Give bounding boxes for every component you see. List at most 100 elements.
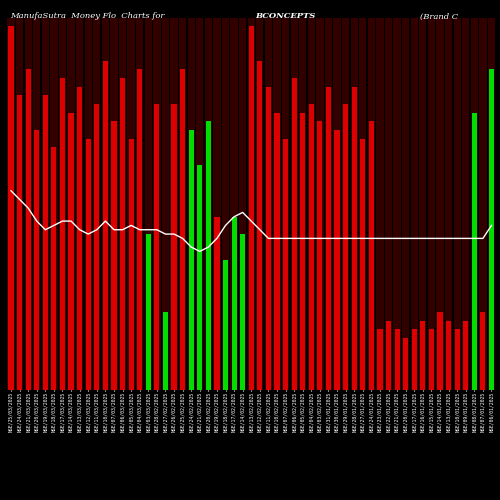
Bar: [180, 70, 185, 390]
Bar: [8, 26, 14, 390]
Bar: [188, 18, 195, 390]
Bar: [428, 18, 435, 390]
Bar: [489, 70, 494, 390]
Bar: [342, 18, 349, 390]
Bar: [410, 18, 418, 390]
Bar: [462, 18, 469, 390]
Bar: [386, 320, 391, 390]
Bar: [50, 18, 58, 390]
Bar: [282, 18, 289, 390]
Bar: [170, 18, 177, 390]
Bar: [110, 18, 117, 390]
Bar: [128, 18, 135, 390]
Bar: [84, 18, 92, 390]
Bar: [480, 18, 486, 390]
Bar: [256, 18, 264, 390]
Bar: [316, 18, 324, 390]
Bar: [454, 18, 461, 390]
Bar: [206, 122, 211, 390]
Bar: [24, 18, 32, 390]
Bar: [163, 312, 168, 390]
Bar: [120, 78, 125, 390]
Bar: [68, 113, 73, 390]
Bar: [429, 330, 434, 390]
Bar: [454, 330, 460, 390]
Bar: [470, 18, 478, 390]
Bar: [239, 18, 246, 390]
Bar: [334, 130, 340, 390]
Bar: [8, 18, 14, 390]
Bar: [283, 139, 288, 390]
Bar: [378, 330, 382, 390]
Bar: [248, 26, 254, 390]
Bar: [136, 18, 143, 390]
Bar: [299, 18, 306, 390]
Bar: [33, 18, 40, 390]
Bar: [144, 18, 152, 390]
Bar: [59, 18, 66, 390]
Text: ManufaSutra  Money Flo  Charts for: ManufaSutra Money Flo Charts for: [10, 12, 164, 20]
Bar: [222, 18, 229, 390]
Bar: [412, 330, 417, 390]
Bar: [102, 18, 109, 390]
Bar: [385, 18, 392, 390]
Bar: [420, 320, 426, 390]
Bar: [376, 18, 384, 390]
Bar: [359, 18, 366, 390]
Bar: [86, 139, 91, 390]
Bar: [17, 96, 22, 390]
Bar: [232, 216, 236, 390]
Bar: [308, 18, 315, 390]
Bar: [128, 139, 134, 390]
Bar: [119, 18, 126, 390]
Bar: [137, 70, 142, 390]
Bar: [480, 312, 486, 390]
Bar: [472, 113, 477, 390]
Bar: [197, 165, 202, 390]
Bar: [436, 18, 444, 390]
Bar: [438, 312, 442, 390]
Text: (Brand C: (Brand C: [420, 12, 458, 20]
Bar: [300, 113, 306, 390]
Bar: [402, 18, 409, 390]
Text: BCONCEPTS: BCONCEPTS: [255, 12, 315, 20]
Bar: [248, 18, 255, 390]
Bar: [445, 18, 452, 390]
Bar: [369, 122, 374, 390]
Bar: [153, 18, 160, 390]
Bar: [52, 148, 57, 390]
Bar: [266, 87, 271, 390]
Bar: [403, 338, 408, 390]
Bar: [350, 18, 358, 390]
Bar: [77, 87, 82, 390]
Bar: [223, 260, 228, 390]
Bar: [265, 18, 272, 390]
Bar: [360, 139, 366, 390]
Bar: [326, 87, 331, 390]
Bar: [16, 18, 23, 390]
Bar: [179, 18, 186, 390]
Bar: [258, 61, 262, 390]
Bar: [290, 18, 298, 390]
Bar: [274, 18, 280, 390]
Bar: [196, 18, 203, 390]
Bar: [343, 104, 348, 390]
Bar: [188, 130, 194, 390]
Bar: [26, 70, 30, 390]
Bar: [204, 18, 212, 390]
Bar: [162, 18, 169, 390]
Bar: [463, 320, 468, 390]
Bar: [76, 18, 84, 390]
Bar: [394, 18, 401, 390]
Bar: [112, 122, 116, 390]
Bar: [334, 18, 340, 390]
Bar: [419, 18, 426, 390]
Bar: [146, 234, 151, 390]
Bar: [446, 320, 451, 390]
Bar: [60, 78, 65, 390]
Bar: [94, 104, 100, 390]
Bar: [103, 61, 108, 390]
Bar: [93, 18, 100, 390]
Bar: [394, 330, 400, 390]
Bar: [68, 18, 74, 390]
